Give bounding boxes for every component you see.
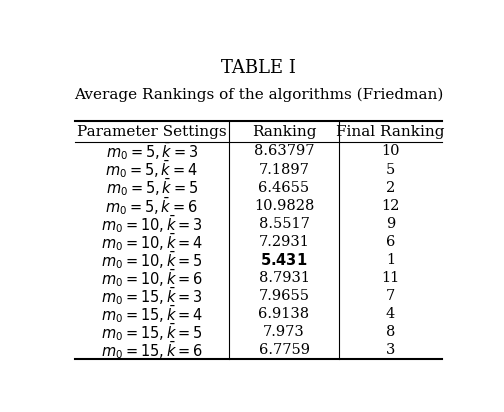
Text: 11: 11	[382, 271, 400, 285]
Text: 12: 12	[382, 199, 400, 213]
Text: $\bf{5.431}$: $\bf{5.431}$	[261, 252, 307, 268]
Text: 6.4655: 6.4655	[259, 180, 309, 194]
Text: 7: 7	[386, 289, 395, 303]
Text: 6.9138: 6.9138	[259, 307, 309, 321]
Text: $m_0 = 5, \bar{k} = 6$: $m_0 = 5, \bar{k} = 6$	[105, 195, 198, 217]
Text: 2: 2	[386, 180, 395, 194]
Text: Parameter Settings: Parameter Settings	[77, 124, 227, 138]
Text: 8: 8	[386, 325, 395, 339]
Text: 7.1897: 7.1897	[259, 162, 309, 176]
Text: Ranking: Ranking	[252, 124, 316, 138]
Text: Final Ranking: Final Ranking	[336, 124, 445, 138]
Text: 4: 4	[386, 307, 395, 321]
Text: 8.7931: 8.7931	[259, 271, 309, 285]
Text: $m_0 = 15, \bar{k} = 5$: $m_0 = 15, \bar{k} = 5$	[101, 321, 203, 343]
Text: 9: 9	[386, 217, 395, 231]
Text: 10: 10	[381, 145, 400, 159]
Text: 6: 6	[386, 235, 395, 249]
Text: $m_0 = 5, \bar{k} = 5$: $m_0 = 5, \bar{k} = 5$	[106, 177, 198, 199]
Text: $m_0 = 10, \bar{k} = 5$: $m_0 = 10, \bar{k} = 5$	[101, 249, 203, 271]
Text: $m_0 = 10, \bar{k} = 6$: $m_0 = 10, \bar{k} = 6$	[101, 267, 203, 289]
Text: TABLE I: TABLE I	[221, 59, 296, 77]
Text: 7.2931: 7.2931	[259, 235, 309, 249]
Text: 7.9655: 7.9655	[259, 289, 309, 303]
Text: $m_0 = 10, \bar{k} = 4$: $m_0 = 10, \bar{k} = 4$	[101, 231, 203, 253]
Text: 1: 1	[386, 253, 395, 267]
Text: Average Rankings of the algorithms (Friedman): Average Rankings of the algorithms (Frie…	[74, 87, 443, 102]
Text: 6.7759: 6.7759	[259, 343, 309, 357]
Text: 10.9828: 10.9828	[254, 199, 314, 213]
Text: $m_0 = 15, \bar{k} = 6$: $m_0 = 15, \bar{k} = 6$	[101, 339, 203, 361]
Text: $m_0 = 5, \bar{k} = 3$: $m_0 = 5, \bar{k} = 3$	[106, 140, 198, 162]
Text: $m_0 = 10, \bar{k} = 3$: $m_0 = 10, \bar{k} = 3$	[101, 213, 203, 235]
Text: $m_0 = 15, \bar{k} = 3$: $m_0 = 15, \bar{k} = 3$	[101, 285, 203, 307]
Text: 7.973: 7.973	[263, 325, 305, 339]
Text: 3: 3	[386, 343, 395, 357]
Text: 8.63797: 8.63797	[254, 145, 314, 159]
Text: $m_0 = 15, \bar{k} = 4$: $m_0 = 15, \bar{k} = 4$	[101, 303, 203, 325]
Text: $m_0 = 5, \bar{k} = 4$: $m_0 = 5, \bar{k} = 4$	[105, 159, 198, 180]
Text: 5: 5	[386, 162, 395, 176]
Text: 8.5517: 8.5517	[259, 217, 309, 231]
